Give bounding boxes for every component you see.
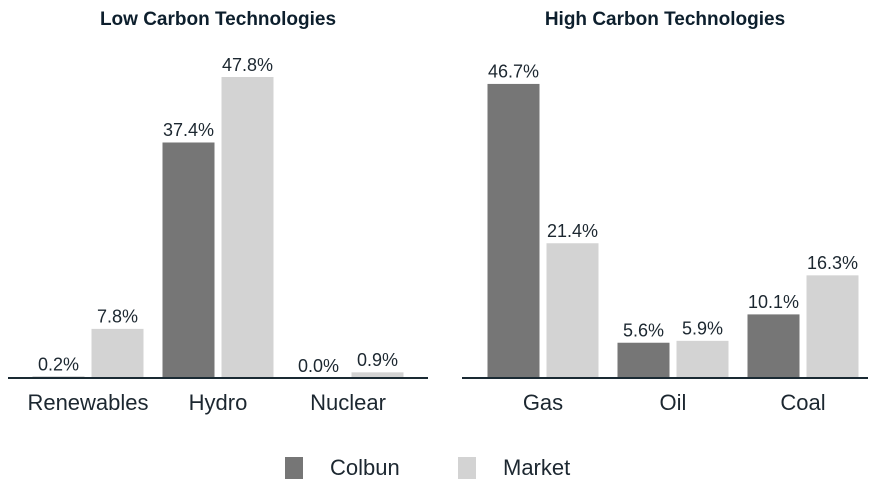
x-tick-label: Coal <box>780 390 825 415</box>
legend-swatch <box>285 457 303 479</box>
data-label: 0.9% <box>357 350 398 370</box>
x-tick-label: Nuclear <box>310 390 386 415</box>
bar <box>747 314 800 378</box>
data-label: 37.4% <box>163 120 214 140</box>
bar <box>676 340 729 378</box>
legend-label: Colbun <box>330 455 400 480</box>
data-label: 5.6% <box>623 320 664 340</box>
bar <box>546 243 599 378</box>
bar <box>806 275 859 378</box>
x-tick-label: Renewables <box>27 390 148 415</box>
bar <box>617 342 670 378</box>
data-label: 0.0% <box>298 356 339 376</box>
legend-label: Market <box>503 455 570 480</box>
data-label: 16.3% <box>807 253 858 273</box>
legend-swatch <box>458 457 476 479</box>
x-tick-label: Gas <box>523 390 563 415</box>
data-label: 10.1% <box>748 292 799 312</box>
data-label: 0.2% <box>38 354 79 374</box>
x-tick-label: Hydro <box>189 390 248 415</box>
data-label: 7.8% <box>97 307 138 327</box>
chart-title: Low Carbon Technologies <box>100 9 336 30</box>
data-label: 46.7% <box>488 62 539 82</box>
x-tick-label: Oil <box>660 390 687 415</box>
bar <box>162 142 215 378</box>
data-label: 21.4% <box>547 221 598 241</box>
bar <box>487 83 540 378</box>
bar <box>351 372 404 378</box>
bar <box>221 77 274 378</box>
bar <box>91 328 144 378</box>
data-label: 47.8% <box>222 55 273 75</box>
chart-title: High Carbon Technologies <box>545 9 785 30</box>
data-label: 5.9% <box>682 319 723 339</box>
